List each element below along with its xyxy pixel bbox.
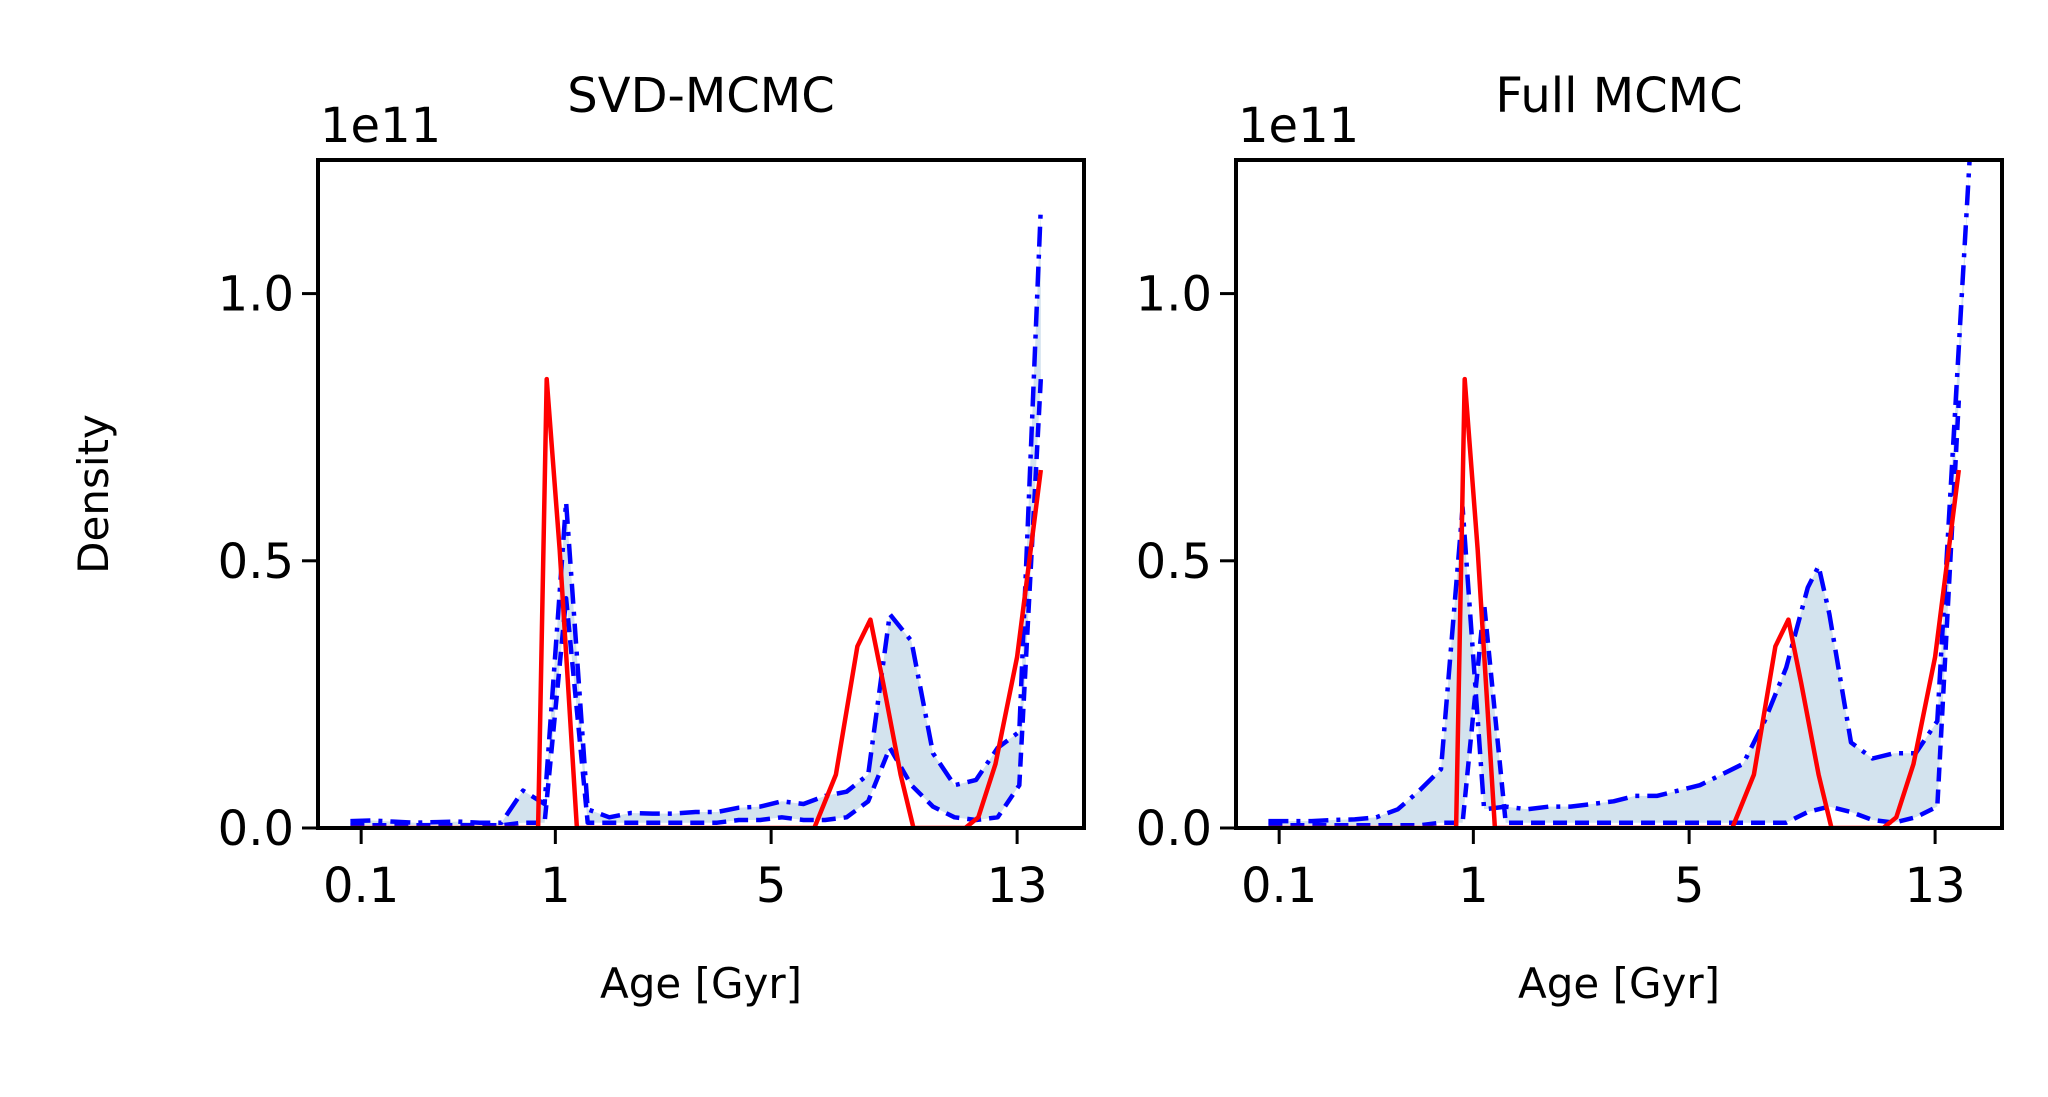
x-tick-label: 13 — [1905, 858, 1966, 914]
chart-panel-2: 0.1 1 5 13 0.0 0.5 1.0 1e11 Full MCMC Age [Gyr] — [1136, 68, 2004, 1008]
y-offset-text: 1e11 — [320, 98, 441, 154]
x-axis-label: Age [Gyr] — [600, 959, 802, 1008]
series-lower-line — [350, 378, 1044, 828]
y-tick-label: 1.0 — [218, 267, 294, 323]
x-tick-label: 0.1 — [323, 858, 399, 914]
chart-panel-1: 0.1 1 5 13 0.0 0.5 1.0 1e11 SVD-MCMC Age [Gyr] Den… — [69, 68, 1086, 1008]
chart-title: Full MCMC — [1495, 68, 1742, 124]
y-tick-label: 1.0 — [1136, 267, 1212, 323]
chart-title: SVD-MCMC — [567, 68, 834, 124]
y-axis-label: Density — [69, 414, 118, 574]
x-tick-label: 5 — [1674, 858, 1705, 914]
y-tick-label: 0.0 — [218, 801, 294, 857]
y-offset-text: 1e11 — [1238, 98, 1359, 154]
credible-band — [1268, 160, 1970, 826]
x-tick-label: 5 — [756, 858, 787, 914]
x-tick-label: 1 — [1458, 858, 1489, 914]
x-tick-label: 0.1 — [1241, 858, 1317, 914]
x-tick-label: 13 — [987, 858, 1048, 914]
credible-band — [350, 208, 1041, 826]
x-axis-label: Age [Gyr] — [1518, 959, 1720, 1008]
series-upper-line — [1268, 160, 1972, 824]
axes-frame — [1234, 158, 2004, 830]
series-lower-line — [1268, 400, 1962, 828]
y-tick-label: 0.5 — [218, 534, 294, 590]
y-tick-label: 0.5 — [1136, 534, 1212, 590]
y-tick-label: 0.0 — [1136, 801, 1212, 857]
series-upper-line — [350, 208, 1044, 825]
axes-frame — [316, 158, 1086, 830]
x-tick-label: 1 — [540, 858, 571, 914]
